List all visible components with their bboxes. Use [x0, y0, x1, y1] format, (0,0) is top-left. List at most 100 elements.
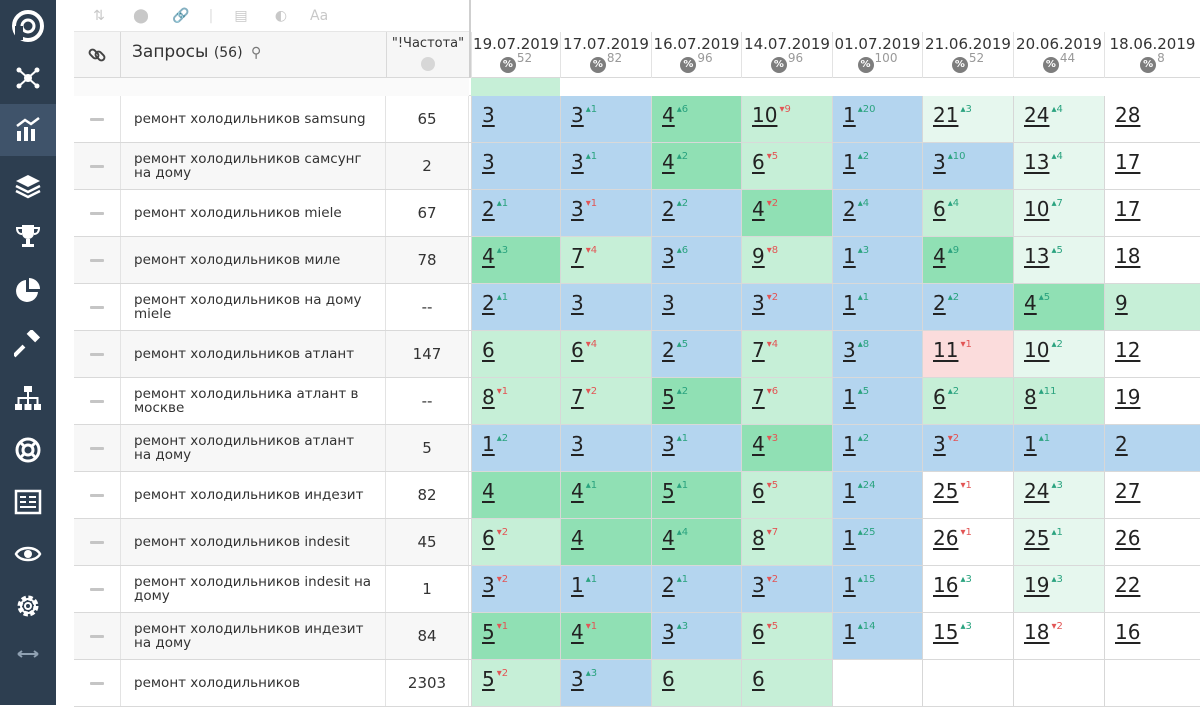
position-cell[interactable]: 3	[560, 425, 651, 471]
position-cell[interactable]: 2 ▴2	[651, 190, 741, 236]
sidebar-item-layers[interactable]	[0, 160, 56, 212]
contrast-icon[interactable]: ◐	[274, 8, 288, 24]
position-cell[interactable]: 3 ▴1	[560, 96, 651, 142]
sidebar-item-monitoring[interactable]	[0, 528, 56, 580]
query-text[interactable]: ремонт холодильников атлант	[121, 331, 386, 377]
position-cell[interactable]: 4 ▴4	[651, 519, 741, 565]
position-cell[interactable]: 1 ▴1	[1013, 425, 1104, 471]
sidebar-item-network[interactable]	[0, 52, 56, 104]
position-value[interactable]: 1	[843, 244, 856, 268]
position-cell[interactable]: 25 ▴1	[1013, 519, 1104, 565]
query-text[interactable]: ремонт холодильников	[121, 660, 386, 706]
position-value[interactable]: 16	[933, 573, 959, 597]
position-cell[interactable]: 18	[1104, 237, 1200, 283]
position-value[interactable]: 26	[1115, 526, 1141, 550]
position-value[interactable]: 3	[482, 573, 495, 597]
query-text[interactable]: ремонт холодильника атлант в москве	[121, 378, 386, 424]
position-value[interactable]: 1	[843, 620, 856, 644]
position-cell[interactable]: 1 ▴1	[832, 284, 922, 330]
position-cell[interactable]: 6 ▴2	[922, 378, 1013, 424]
position-value[interactable]: 3	[662, 432, 675, 456]
position-value[interactable]: 28	[1115, 103, 1141, 127]
position-cell[interactable]: 6	[741, 660, 832, 706]
position-value[interactable]: 2	[662, 197, 675, 221]
table-row[interactable]: ремонт холодильников самсунг на дому 2 3 3 ▴…	[74, 143, 1200, 190]
position-cell[interactable]: 2 ▴4	[832, 190, 922, 236]
position-value[interactable]: 10	[752, 103, 778, 127]
position-value[interactable]: 11	[933, 338, 959, 362]
position-value[interactable]: 1	[843, 103, 856, 127]
position-cell[interactable]: 17	[1104, 190, 1200, 236]
position-cell[interactable]: 10 ▴2	[1013, 331, 1104, 377]
date-column-header[interactable]: 19.07.2019% 52	[471, 32, 560, 78]
position-cell[interactable]: 6	[471, 331, 560, 377]
position-cell[interactable]: 1 ▴3	[832, 237, 922, 283]
position-cell[interactable]: 25 ▾1	[922, 472, 1013, 518]
position-value[interactable]: 2	[843, 197, 856, 221]
position-cell[interactable]: 7 ▾4	[741, 331, 832, 377]
position-value[interactable]: 27	[1115, 479, 1141, 503]
position-value[interactable]: 10	[1024, 338, 1050, 362]
position-cell[interactable]: 3	[651, 284, 741, 330]
position-value[interactable]: 6	[752, 667, 765, 691]
position-cell[interactable]: 10 ▾9	[741, 96, 832, 142]
position-cell[interactable]: 4 ▾1	[560, 613, 651, 659]
position-value[interactable]: 2	[662, 338, 675, 362]
position-cell[interactable]: 3 ▾2	[741, 284, 832, 330]
date-column-header[interactable]: 18.06.2019% 8	[1104, 32, 1200, 78]
table-row[interactable]: ремонт холодильников индезит на дому 84 5 ▾…	[74, 613, 1200, 660]
sidebar-item-reports[interactable]	[0, 476, 56, 528]
position-value[interactable]: 4	[933, 244, 946, 268]
row-link-cell[interactable]	[74, 566, 121, 612]
query-text[interactable]: ремонт холодильников атлант на дому	[121, 425, 386, 471]
position-value[interactable]: 6	[933, 385, 946, 409]
position-value[interactable]: 15	[933, 620, 959, 644]
sidebar-item-support[interactable]	[0, 424, 56, 476]
queries-header[interactable]: Запросы (56) ⚲	[132, 42, 261, 62]
position-value[interactable]: 1	[843, 526, 856, 550]
position-value[interactable]: 6	[933, 197, 946, 221]
sidebar-item-trophy[interactable]	[0, 210, 56, 262]
position-value[interactable]: 1	[571, 573, 584, 597]
position-cell[interactable]: 6 ▾5	[741, 472, 832, 518]
position-cell[interactable]: 10 ▴7	[1013, 190, 1104, 236]
position-value[interactable]: 10	[1024, 197, 1050, 221]
query-text[interactable]: ремонт холодильников miele	[121, 190, 386, 236]
row-link-cell[interactable]	[74, 237, 121, 283]
position-cell[interactable]: 16	[1104, 613, 1200, 659]
position-cell[interactable]: 3	[471, 143, 560, 189]
position-value[interactable]: 4	[662, 526, 675, 550]
position-value[interactable]: 5	[662, 385, 675, 409]
position-cell[interactable]: 27	[1104, 472, 1200, 518]
position-value[interactable]: 3	[933, 150, 946, 174]
position-cell[interactable]: 4 ▴2	[651, 143, 741, 189]
position-cell[interactable]: 28	[1104, 96, 1200, 142]
position-value[interactable]: 1	[843, 291, 856, 315]
query-text[interactable]: ремонт холодильников миле	[121, 237, 386, 283]
row-link-cell[interactable]	[74, 660, 121, 706]
row-link-cell[interactable]	[74, 425, 121, 471]
position-value[interactable]: 24	[1024, 103, 1050, 127]
position-cell[interactable]: 12	[1104, 331, 1200, 377]
position-cell[interactable]: 4	[471, 472, 560, 518]
position-value[interactable]: 6	[752, 479, 765, 503]
position-value[interactable]: 3	[933, 432, 946, 456]
position-value[interactable]: 1	[1024, 432, 1037, 456]
position-cell[interactable]: 3 ▴10	[922, 143, 1013, 189]
sort-icon[interactable]: ⇅	[93, 8, 105, 24]
app-logo[interactable]	[0, 0, 56, 52]
position-value[interactable]: 7	[752, 338, 765, 362]
row-link-cell[interactable]	[74, 143, 121, 189]
position-value[interactable]: 4	[1024, 291, 1037, 315]
position-cell[interactable]: 24 ▴4	[1013, 96, 1104, 142]
link-column-header[interactable]	[74, 32, 121, 78]
position-cell[interactable]: 5 ▴2	[651, 378, 741, 424]
table-row[interactable]: ремонт холодильников атлант на дому 5 1 ▴2 3…	[74, 425, 1200, 472]
position-value[interactable]: 3	[482, 150, 495, 174]
position-value[interactable]: 4	[482, 244, 495, 268]
position-cell[interactable]: 18 ▾2	[1013, 613, 1104, 659]
position-cell[interactable]: 1 ▴1	[560, 566, 651, 612]
position-cell[interactable]: 13 ▴4	[1013, 143, 1104, 189]
position-cell[interactable]: 3 ▴3	[560, 660, 651, 706]
position-value[interactable]: 12	[1115, 338, 1141, 362]
